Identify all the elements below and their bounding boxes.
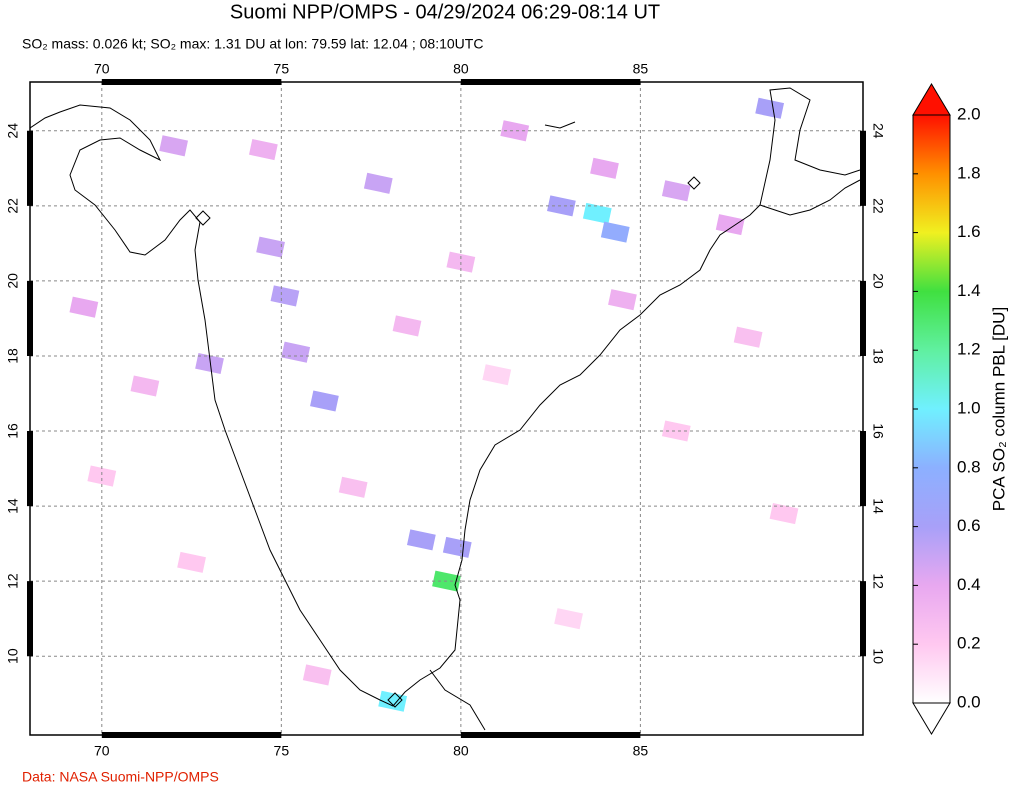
so2-pixel (442, 536, 472, 558)
colorbar-extend-max (912, 83, 951, 116)
markers (195, 176, 701, 708)
lat-label-left: 24 (5, 123, 21, 139)
so2-pixel (281, 341, 311, 363)
so2-pixel (310, 390, 339, 412)
lon-label-top: 80 (453, 61, 469, 77)
so2-pixel (338, 476, 368, 498)
lat-label-right: 22 (870, 198, 886, 214)
title: Suomi NPP/OMPS - 04/29/2024 06:29-08:14 … (230, 1, 660, 23)
subtitle: SO₂ mass: 0.026 kt; SO₂ max: 1.31 DU at … (22, 36, 483, 52)
so2-pixel (270, 285, 300, 307)
so2-pixel (608, 289, 637, 311)
colorbar-tick-label: 1.0 (957, 398, 981, 417)
so2-pixel (69, 296, 99, 318)
so2-pixel (392, 315, 422, 337)
lon-label-top: 75 (274, 61, 290, 77)
lat-label-left: 22 (5, 198, 21, 214)
lon-label-bottom: 80 (453, 743, 469, 759)
so2-pixel (547, 195, 576, 217)
so2-pixel (363, 172, 393, 194)
colorbar-tick-label: 1.8 (957, 163, 981, 182)
so2-pixel (769, 503, 799, 525)
lat-label-right: 20 (870, 273, 886, 289)
colorbar-tick-label: 0.2 (957, 634, 981, 653)
lat-label-left: 20 (5, 273, 21, 289)
so2-pixel (733, 326, 763, 348)
lat-label-right: 10 (870, 648, 886, 664)
lat-label-left: 18 (5, 348, 21, 364)
so2-pixel (406, 529, 436, 551)
lon-label-bottom: 75 (274, 743, 290, 759)
so2-pixel (661, 420, 691, 442)
colorbar-tick-label: 0.6 (957, 516, 981, 535)
so2-pixel (482, 364, 512, 386)
lat-label-right: 18 (870, 348, 886, 364)
so2-pixel (755, 97, 785, 119)
so2-pixel (195, 352, 224, 374)
colorbar-tick-label: 1.6 (957, 222, 981, 241)
lon-label-top: 85 (633, 61, 649, 77)
so2-pixel (554, 608, 583, 630)
credit: Data: NASA Suomi-NPP/OMPS (22, 769, 219, 785)
pixel-layer (69, 97, 799, 712)
colorbar-tick-label: 0.8 (957, 457, 981, 476)
so2-pixel (600, 221, 630, 243)
grid (30, 82, 863, 735)
colorbar: PCA SO₂ column PBL [DU] 0.0 0.2 0.4 0.6 0.8 1… (912, 83, 1008, 735)
so2-pixel (177, 551, 206, 573)
lat-label-right: 16 (870, 423, 886, 439)
frame-bars (27, 79, 866, 738)
so2-pixel (130, 375, 160, 397)
colorbar-ramp (912, 114, 951, 704)
lon-label-top: 70 (94, 61, 110, 77)
lat-label-left: 10 (5, 648, 21, 664)
so2-pixel (256, 236, 285, 258)
so2-pixel (159, 135, 188, 157)
lat-label-right: 14 (870, 498, 886, 514)
so2-pixel (590, 157, 619, 179)
map-frame (29, 81, 864, 736)
so2-pixel (87, 465, 117, 487)
so2-pixel (378, 690, 408, 712)
colorbar-tick-label: 1.4 (957, 281, 981, 300)
so2-pixel (302, 664, 332, 686)
lat-label-left: 12 (5, 573, 21, 589)
colorbar-tick-label: 0.4 (957, 575, 981, 594)
colorbar-extend-min (912, 702, 951, 735)
so2-pixel (661, 180, 691, 202)
lat-label-right: 12 (870, 573, 886, 589)
lat-label-right: 24 (870, 123, 886, 139)
lat-label-left: 14 (5, 498, 21, 514)
lat-label-left: 16 (5, 423, 21, 439)
colorbar-tick-label: 2.0 (957, 104, 981, 123)
so2-pixel (249, 139, 278, 161)
coastline (30, 87, 861, 731)
lon-label-bottom: 85 (633, 743, 649, 759)
colorbar-label: PCA SO₂ column PBL [DU] (989, 307, 1008, 511)
so2-pixel (582, 202, 612, 224)
colorbar-tick-label: 0.0 (957, 692, 981, 711)
so2-pixel (715, 214, 745, 236)
lon-label-bottom: 70 (94, 743, 110, 759)
colorbar-tick-label: 1.2 (957, 340, 981, 359)
so2-pixel (500, 120, 530, 142)
